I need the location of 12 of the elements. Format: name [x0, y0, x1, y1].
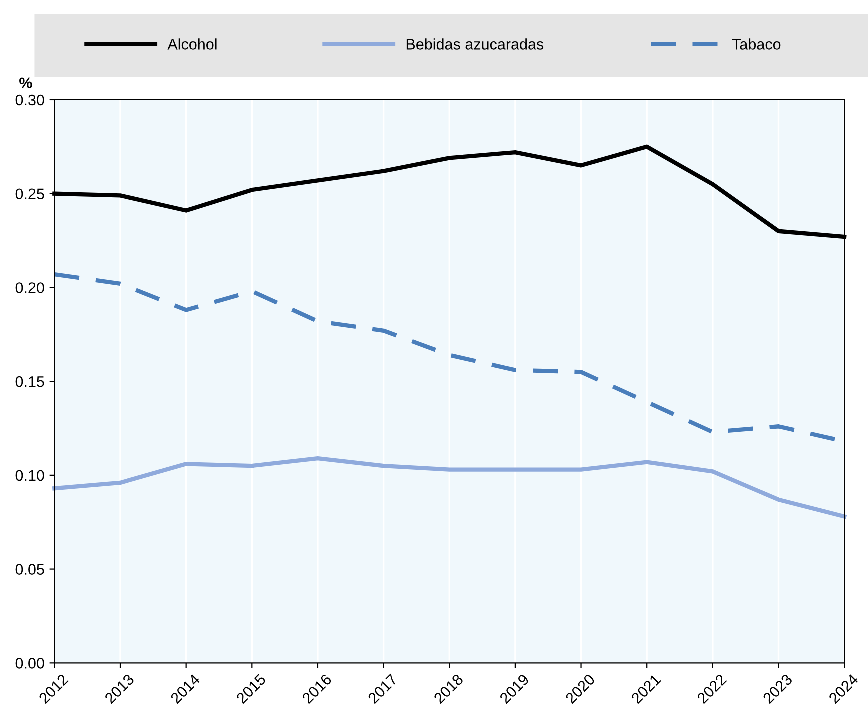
legend-label: Bebidas azucaradas: [406, 38, 544, 50]
legend-label: Tabaco: [732, 38, 781, 50]
legend-label: Alcohol: [168, 38, 217, 50]
y-tick-label: 0.10: [16, 470, 44, 482]
y-axis-title: %: [20, 78, 32, 88]
y-tick-label: 0.15: [16, 376, 44, 388]
line-series: [52, 456, 847, 519]
y-tick-label: 0.30: [16, 94, 44, 106]
y-tick-label: 0.00: [16, 658, 44, 669]
y-tick-label: 0.25: [16, 188, 44, 200]
y-tick-label: 0.20: [16, 282, 44, 294]
y-tick-label: 0.05: [16, 564, 44, 575]
